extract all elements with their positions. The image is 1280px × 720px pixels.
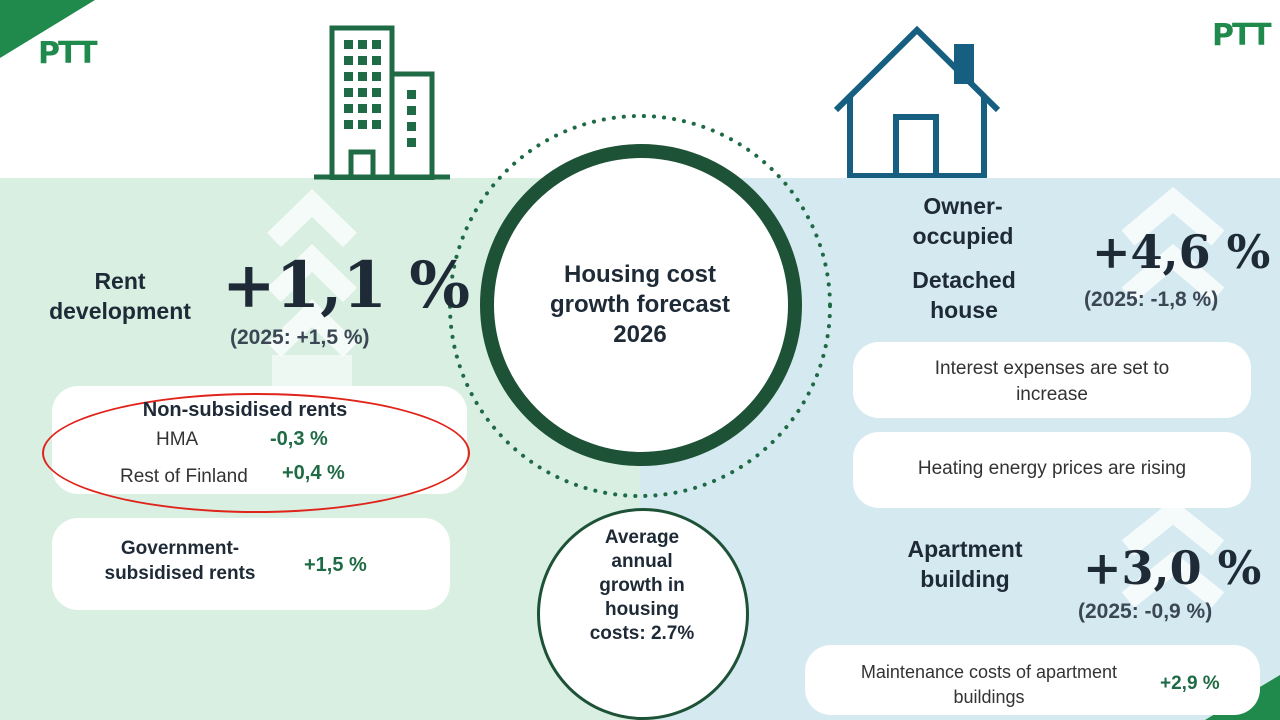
corner-accent-top-left — [0, 0, 95, 58]
hma-value: -0,3 % — [270, 428, 328, 450]
center-dotted-ring — [448, 114, 832, 498]
heating-text: Heating energy prices are rising — [917, 458, 1187, 479]
rest-of-finland-value: +0,4 % — [282, 462, 345, 484]
apartment-building-previous: (2025: -0,9 %) — [1078, 600, 1213, 623]
interest-card — [853, 342, 1251, 418]
apartment-building-icon — [314, 25, 450, 180]
house-icon — [833, 25, 1001, 178]
detached-house-previous: (2025: -1,8 %) — [1084, 288, 1219, 311]
forecast-title: Housing cost growth forecast 2026 — [549, 261, 731, 348]
ptt-logo-right: PTT — [1212, 18, 1272, 53]
subsidised-label: Government-subsidised rents — [104, 538, 256, 584]
ptt-logo-left: PTT — [38, 36, 98, 71]
maintenance-value: +2,9 % — [1160, 673, 1220, 694]
heating-card — [853, 432, 1251, 508]
up-chevrons-icon — [267, 189, 357, 415]
apartment-building-label: Apartment building — [907, 536, 1023, 592]
hma-label: HMA — [156, 429, 199, 450]
rent-development-label: Rent development — [49, 268, 191, 324]
subsidised-card — [52, 518, 450, 610]
interest-text: Interest expenses are set to increase — [934, 358, 1170, 405]
rent-development-value: +1,1 % — [222, 248, 471, 323]
maintenance-card — [805, 645, 1260, 715]
non-subsidised-title: Non-subsidised rents — [142, 399, 348, 421]
up-chevrons-icon — [1121, 500, 1225, 608]
rent-development-previous: (2025: +1,5 %) — [230, 326, 370, 349]
average-growth-text: Average annual growth in housing costs: … — [589, 527, 695, 644]
average-growth-circle — [537, 508, 749, 720]
apartment-building-value: +3,0 % — [1083, 541, 1262, 595]
detached-house-value: +4,6 % — [1092, 225, 1271, 279]
detached-house-label: Detached house — [912, 267, 1016, 323]
subsidised-value: +1,5 % — [304, 554, 367, 576]
rest-of-finland-label: Rest of Finland — [120, 466, 248, 487]
owner-occupied-label: Owner-occupied — [912, 193, 1014, 249]
up-chevrons-icon — [1121, 186, 1225, 303]
maintenance-label: Maintenance costs of apartment buildings — [860, 662, 1118, 707]
highlight-ellipse — [42, 393, 470, 513]
